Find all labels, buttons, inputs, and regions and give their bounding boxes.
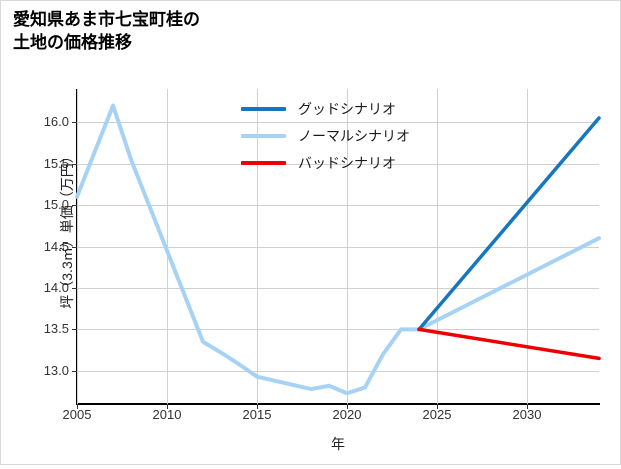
y-tick-mark bbox=[72, 122, 77, 124]
gridline-horizontal bbox=[77, 246, 599, 248]
legend-item[interactable]: バッドシナリオ bbox=[241, 149, 501, 176]
y-tick-mark bbox=[72, 163, 77, 165]
y-tick-mark bbox=[72, 205, 77, 207]
x-tick-mark bbox=[527, 404, 528, 409]
legend-color-swatch bbox=[241, 160, 286, 165]
gridline-horizontal bbox=[77, 205, 599, 207]
gridline-horizontal bbox=[77, 329, 599, 331]
x-tick-label: 2030 bbox=[512, 407, 542, 422]
y-tick-label: 15.5 bbox=[43, 155, 69, 171]
page-title: 愛知県あま市七宝町桂の 土地の価格推移 bbox=[13, 10, 200, 52]
y-tick-label: 13.0 bbox=[43, 362, 69, 378]
series-line bbox=[417, 327, 601, 361]
series-line bbox=[417, 116, 601, 332]
x-tick-label: 2010 bbox=[152, 407, 182, 422]
x-axis-label: 年 bbox=[331, 436, 345, 452]
y-tick-label: 14.5 bbox=[43, 238, 69, 254]
y-tick-mark bbox=[72, 246, 77, 248]
gridline-horizontal bbox=[77, 287, 599, 289]
legend-color-swatch bbox=[241, 133, 286, 138]
y-tick-label: 16.0 bbox=[43, 114, 69, 130]
legend-color-swatch bbox=[241, 106, 286, 111]
x-tick-mark bbox=[437, 404, 438, 409]
x-tick-label: 2015 bbox=[242, 407, 272, 422]
legend-item[interactable]: グッドシナリオ bbox=[241, 95, 501, 122]
legend-label: ノーマルシナリオ bbox=[298, 127, 410, 144]
y-tick-label: 14.0 bbox=[43, 279, 69, 295]
series-line bbox=[75, 103, 601, 396]
x-tick-label: 2005 bbox=[62, 407, 92, 422]
gridline-vertical bbox=[527, 89, 528, 404]
x-tick-mark bbox=[347, 404, 348, 409]
y-tick-label: 13.5 bbox=[43, 321, 69, 337]
x-axis-line bbox=[76, 403, 600, 405]
legend-label: バッドシナリオ bbox=[298, 154, 396, 171]
y-tick-mark bbox=[72, 329, 77, 331]
gridline-vertical bbox=[437, 89, 438, 404]
gridline-horizontal bbox=[77, 163, 599, 165]
x-tick-label: 2020 bbox=[332, 407, 362, 422]
gridline-vertical bbox=[257, 89, 258, 404]
y-axis-label: 坪（3.3㎡）単価（万円） bbox=[59, 149, 75, 309]
legend-item[interactable]: ノーマルシナリオ bbox=[241, 122, 501, 149]
gridline-horizontal bbox=[77, 122, 599, 124]
plot-area: 13.0 13.5 14.0 14.5 15.0 15.5 16.0 2005 2010 201… bbox=[44, 89, 601, 452]
legend-label: グッドシナリオ bbox=[298, 100, 396, 117]
series-lines bbox=[75, 103, 601, 396]
x-tick-mark bbox=[167, 404, 168, 409]
x-tick-mark bbox=[77, 404, 78, 409]
gridline-horizontal bbox=[77, 370, 599, 372]
x-tick-mark bbox=[257, 404, 258, 409]
x-tick-label: 2025 bbox=[422, 407, 452, 422]
gridline-vertical bbox=[77, 89, 78, 404]
gridline-vertical bbox=[347, 89, 348, 404]
y-tick-mark bbox=[72, 370, 77, 372]
chart-legend: グッドシナリオ ノーマルシナリオ バッドシナリオ bbox=[241, 95, 501, 176]
y-tick-mark bbox=[72, 287, 77, 289]
y-tick-label: 15.0 bbox=[43, 197, 69, 213]
